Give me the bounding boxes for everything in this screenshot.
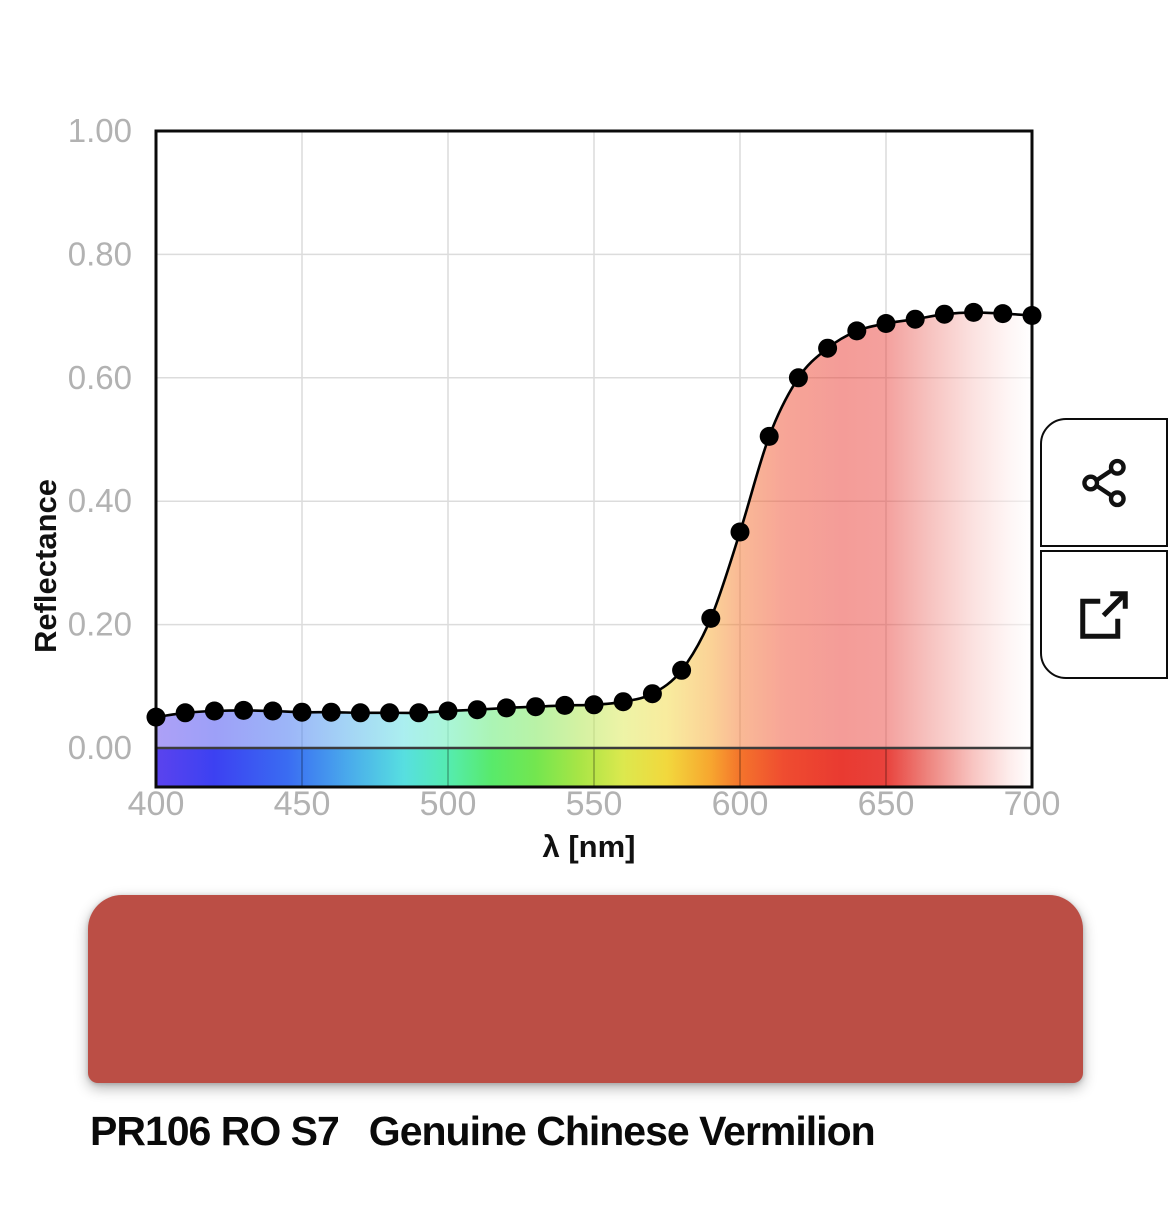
data-points (146, 302, 1042, 727)
data-point (555, 695, 575, 715)
data-point (730, 522, 750, 542)
data-point (934, 304, 954, 324)
svg-text:550: 550 (566, 785, 623, 823)
data-point (584, 695, 604, 715)
share-nodes-icon (1082, 458, 1126, 507)
data-point (263, 701, 283, 721)
data-point (380, 703, 400, 723)
plot-frame (154, 129, 1034, 789)
chart-actions (1040, 418, 1168, 679)
data-point (993, 304, 1013, 324)
data-point (1022, 306, 1042, 325)
data-point (818, 338, 838, 358)
data-point (613, 692, 633, 712)
svg-text:0.20: 0.20 (68, 606, 132, 643)
data-point (234, 700, 254, 720)
svg-text:0.80: 0.80 (68, 235, 132, 272)
visible-spectrum-strip (156, 748, 1032, 787)
share-button[interactable] (1040, 418, 1168, 547)
x-tick-labels: 400 450 500 550 600 650 700 (128, 785, 1061, 823)
data-point (876, 314, 896, 333)
x-axis-title: λ [nm] (542, 829, 636, 864)
data-point (438, 701, 458, 721)
svg-text:500: 500 (420, 785, 477, 823)
svg-text:0.60: 0.60 (68, 359, 132, 396)
svg-text:650: 650 (858, 785, 915, 823)
data-point (701, 608, 721, 628)
svg-text:1.00: 1.00 (68, 112, 132, 149)
reflectance-area (156, 312, 1032, 748)
open-external-button[interactable] (1040, 550, 1168, 679)
data-point (964, 302, 984, 322)
svg-text:700: 700 (1004, 785, 1061, 823)
data-point (146, 707, 166, 727)
data-point (788, 368, 808, 388)
data-point (759, 426, 779, 446)
pigment-color-swatch (88, 895, 1083, 1083)
data-point (467, 700, 487, 720)
data-point (496, 698, 516, 718)
data-point (409, 703, 429, 723)
pigment-name: Genuine Chinese Vermilion (368, 1108, 876, 1154)
data-point (204, 701, 224, 721)
y-tick-labels: 0.00 0.20 0.40 0.60 0.80 1.00 (68, 112, 132, 766)
y-axis-title: Reflectance (28, 478, 63, 654)
data-point (847, 321, 867, 341)
svg-text:600: 600 (712, 785, 769, 823)
svg-text:450: 450 (274, 785, 331, 823)
data-point (292, 702, 312, 722)
external-link-icon (1080, 590, 1128, 639)
pigment-code: PR106 RO S7 (90, 1108, 340, 1154)
pigment-caption: PR106 RO S7 Genuine Chinese Vermilion (90, 1108, 876, 1155)
svg-text:0.00: 0.00 (68, 729, 132, 766)
data-point (175, 703, 195, 723)
data-point (526, 697, 546, 717)
data-point (642, 684, 662, 704)
data-point (905, 309, 925, 329)
chart-canvas: 0.00 0.20 0.40 0.60 0.80 1.00 400 450 500 550 600 6… (68, 112, 1061, 823)
svg-text:400: 400 (128, 785, 185, 823)
svg-text:0.40: 0.40 (68, 482, 132, 519)
data-point (321, 702, 341, 722)
data-point (350, 703, 370, 723)
data-point (672, 660, 692, 680)
